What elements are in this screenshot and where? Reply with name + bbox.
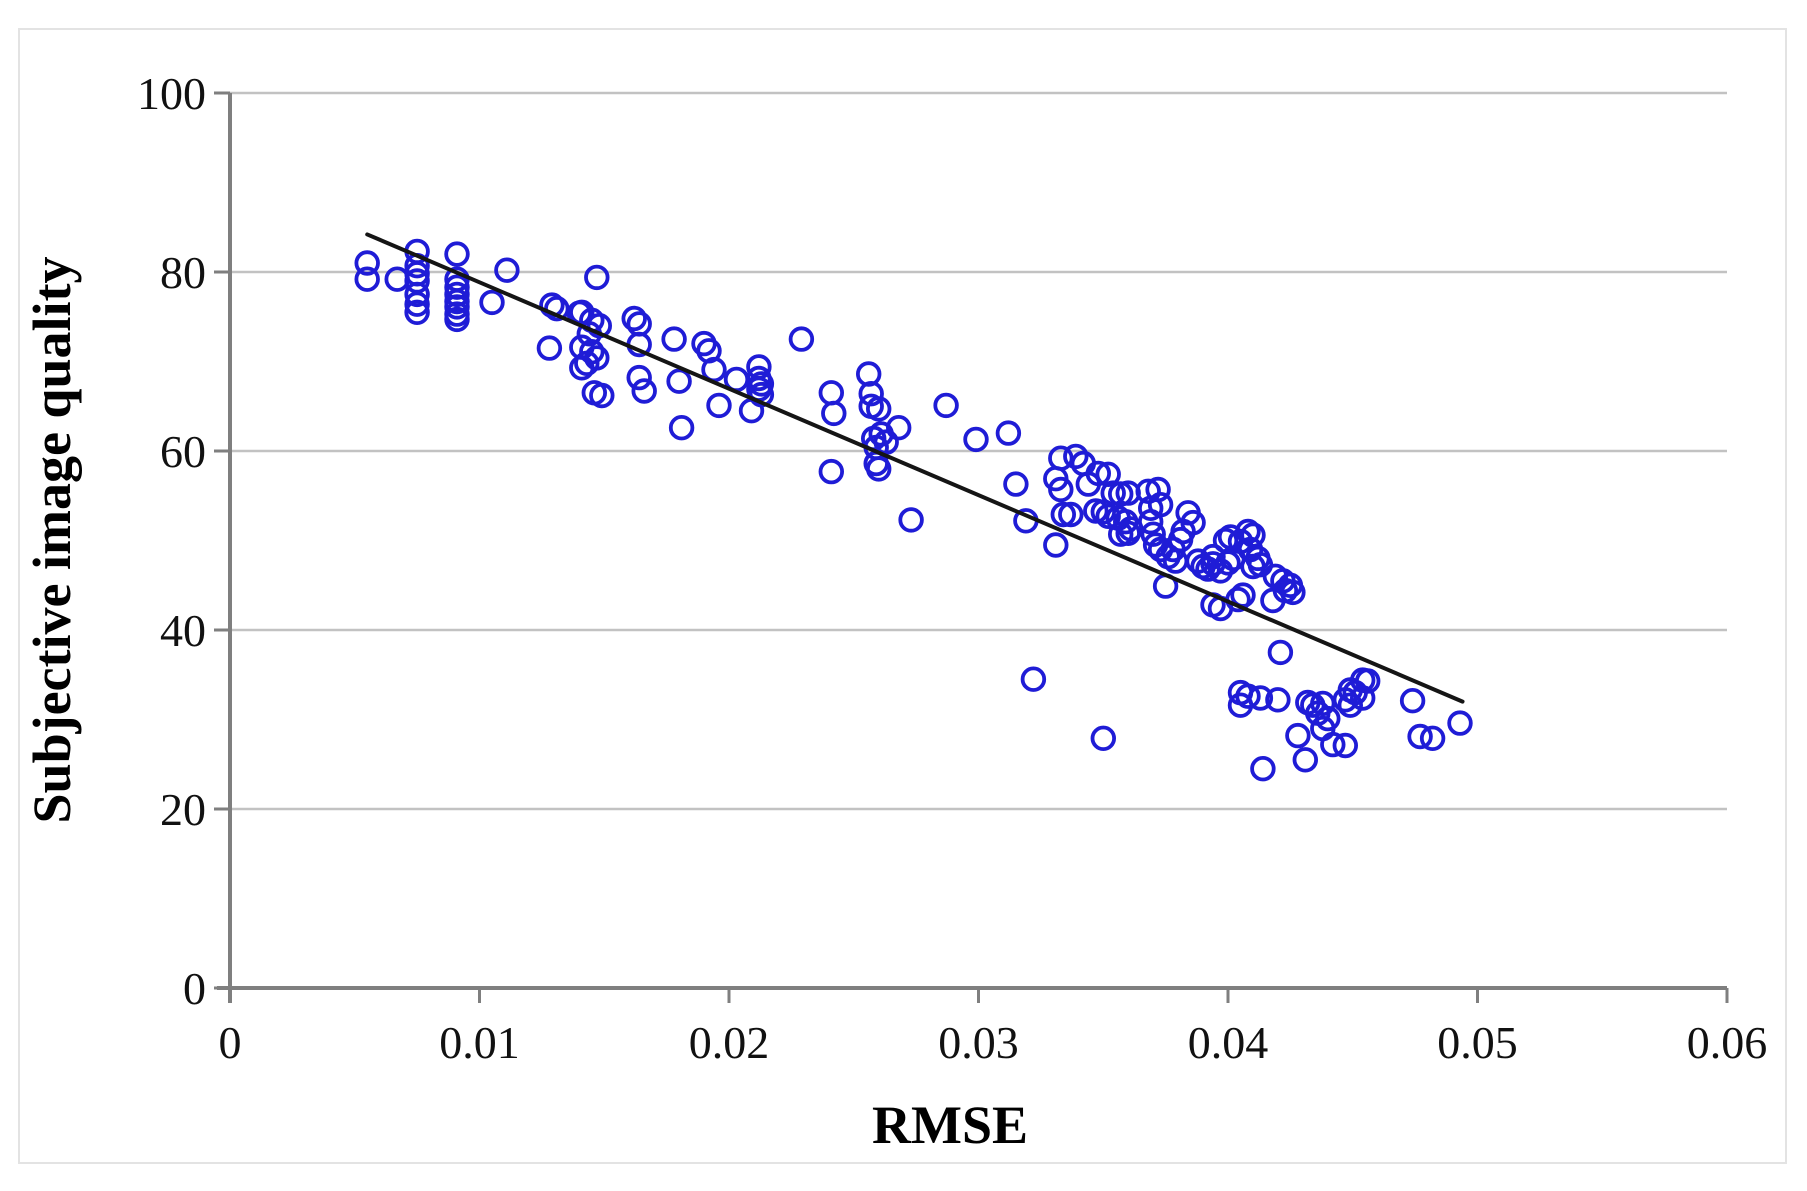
y-tick-label: 0: [183, 963, 206, 1014]
data-point: [444, 306, 470, 333]
data-point: [1285, 722, 1311, 749]
data-point: [1140, 521, 1166, 547]
data-point: [963, 426, 989, 453]
data-point: [1020, 666, 1047, 692]
data-point: [1267, 639, 1294, 666]
y-tick-label: 60: [160, 426, 206, 477]
y-tick-label: 40: [160, 605, 206, 656]
data-point: [444, 281, 470, 308]
data-point: [631, 378, 657, 404]
x-tick-label: 0.01: [439, 1017, 520, 1068]
data-point: [706, 392, 732, 419]
data-point: [866, 456, 892, 482]
data-point: [788, 326, 815, 352]
data-point: [1320, 731, 1346, 758]
y-axis-title: Subjective image quality: [22, 257, 82, 824]
data-point: [1292, 747, 1319, 773]
data-point: [748, 381, 775, 408]
data-point: [1003, 471, 1029, 497]
data-point: [574, 350, 600, 377]
data-point: [1063, 443, 1089, 470]
data-point: [866, 396, 892, 422]
data-point: [1337, 692, 1364, 718]
y-tick-label: 80: [160, 247, 206, 298]
data-point: [539, 292, 565, 318]
data-point: [1095, 503, 1121, 530]
y-tick-label: 20: [160, 784, 206, 835]
data-point: [1058, 501, 1084, 528]
x-tick-label: 0.04: [1188, 1017, 1269, 1068]
data-point: [1332, 732, 1359, 759]
data-point: [668, 415, 695, 441]
data-point: [1050, 501, 1077, 528]
data-point: [1240, 522, 1266, 548]
data-point: [1090, 725, 1117, 752]
data-point: [1419, 725, 1446, 752]
data-points-layer: [354, 238, 1473, 782]
data-point: [933, 392, 959, 419]
x-tick-label: 0.03: [938, 1017, 1019, 1068]
data-point: [404, 291, 430, 317]
y-tick-label: 100: [137, 68, 206, 119]
axis-layer: [214, 91, 1729, 1003]
data-point: [569, 355, 595, 381]
data-point: [1115, 520, 1141, 547]
data-point: [818, 380, 845, 406]
data-point: [898, 507, 924, 533]
data-point: [886, 415, 912, 441]
data-point: [621, 305, 647, 332]
data-point: [1295, 689, 1321, 716]
x-tick-label: 0: [219, 1017, 242, 1068]
figure-border: [18, 28, 1787, 1164]
x-axis-title: RMSE: [872, 1095, 1028, 1155]
data-point: [1227, 692, 1254, 718]
data-point: [1212, 527, 1239, 554]
data-point: [1399, 688, 1426, 714]
data-point: [858, 381, 884, 407]
data-point: [494, 257, 520, 283]
data-point: [444, 274, 470, 300]
data-point: [1137, 495, 1164, 522]
data-point: [1180, 509, 1206, 536]
data-point: [1280, 579, 1306, 606]
data-point: [479, 289, 505, 316]
trend-line: [365, 232, 1465, 704]
data-point: [1090, 499, 1117, 525]
data-point: [1085, 460, 1112, 487]
tick-label-layer: 0 20 40 60 80 100 0 0.01 0.02 0.03 0.04 0.05 0.06: [137, 68, 1767, 1068]
data-point: [589, 382, 615, 409]
data-point: [818, 458, 845, 485]
data-point: [626, 311, 652, 337]
x-tick-label: 0.02: [689, 1017, 770, 1068]
data-point: [354, 266, 380, 292]
data-point: [1137, 509, 1164, 535]
data-point: [584, 264, 610, 291]
data-point: [536, 335, 563, 361]
data-point: [626, 364, 652, 391]
data-point: [666, 368, 692, 394]
data-point: [1407, 723, 1433, 750]
data-point: [444, 241, 470, 267]
data-point: [354, 250, 380, 276]
data-point: [404, 299, 430, 326]
data-point: [1048, 476, 1074, 503]
data-point: [1265, 687, 1291, 713]
x-tick-label: 0.05: [1437, 1017, 1518, 1068]
data-point: [661, 326, 687, 352]
data-point: [1447, 710, 1473, 736]
data-point: [1315, 705, 1341, 732]
data-point: [995, 420, 1022, 446]
data-point: [821, 400, 847, 427]
data-point: [1043, 532, 1069, 558]
x-tick-label: 0.06: [1687, 1017, 1768, 1068]
data-point: [404, 281, 430, 308]
data-point: [444, 294, 470, 320]
data-point: [1337, 677, 1364, 703]
data-point: [1250, 756, 1276, 782]
